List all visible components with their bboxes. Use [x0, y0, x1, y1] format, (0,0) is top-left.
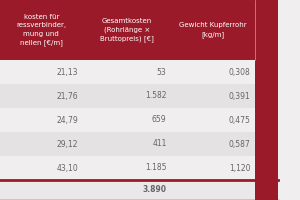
- Text: 1,120: 1,120: [229, 164, 250, 172]
- Text: 24,79: 24,79: [56, 116, 78, 124]
- Bar: [0, 156, 82, 180]
- Bar: [0, 84, 82, 108]
- Bar: [82, 60, 171, 84]
- Text: 411: 411: [152, 140, 166, 148]
- Bar: [255, 108, 278, 132]
- Bar: [255, 60, 278, 84]
- Text: 1.582: 1.582: [145, 92, 167, 100]
- Bar: [255, 132, 278, 156]
- Bar: [82, 180, 171, 200]
- Bar: [171, 180, 255, 200]
- Bar: [0, 132, 82, 156]
- Text: 0,475: 0,475: [229, 116, 250, 124]
- Bar: [255, 156, 278, 180]
- Text: 53: 53: [157, 68, 166, 77]
- Bar: [0, 0, 82, 60]
- Bar: [255, 180, 278, 200]
- Text: Gewicht Kupferrohr
[kg/m]: Gewicht Kupferrohr [kg/m]: [179, 22, 247, 38]
- Bar: [255, 84, 278, 108]
- Bar: [255, 0, 278, 60]
- Text: 21,13: 21,13: [56, 68, 78, 77]
- Bar: [0, 108, 82, 132]
- Bar: [82, 0, 171, 60]
- Bar: [171, 132, 255, 156]
- Bar: [171, 108, 255, 132]
- Text: 0,391: 0,391: [229, 92, 250, 100]
- Text: 0,587: 0,587: [229, 140, 250, 148]
- Bar: [82, 156, 171, 180]
- Text: 1.185: 1.185: [145, 164, 167, 172]
- Bar: [171, 84, 255, 108]
- Text: 659: 659: [152, 116, 167, 124]
- Text: 3.890: 3.890: [142, 186, 167, 194]
- Text: 29,12: 29,12: [56, 140, 78, 148]
- Bar: [0, 180, 82, 200]
- Bar: [171, 60, 255, 84]
- Bar: [171, 156, 255, 180]
- Bar: [82, 108, 171, 132]
- Bar: [82, 84, 171, 108]
- Bar: [82, 132, 171, 156]
- Text: 0,308: 0,308: [229, 68, 250, 77]
- Bar: [171, 0, 255, 60]
- Text: kosten für
ressverbinder,
mung und
nellen [€/m]: kosten für ressverbinder, mung und nelle…: [16, 14, 66, 46]
- Text: 21,76: 21,76: [56, 92, 78, 100]
- Text: 43,10: 43,10: [56, 164, 78, 172]
- Bar: [0, 60, 82, 84]
- Text: Gesamtkosten
(Rohrlänge ×
Bruttopreis) [€]: Gesamtkosten (Rohrlänge × Bruttopreis) […: [100, 18, 154, 42]
